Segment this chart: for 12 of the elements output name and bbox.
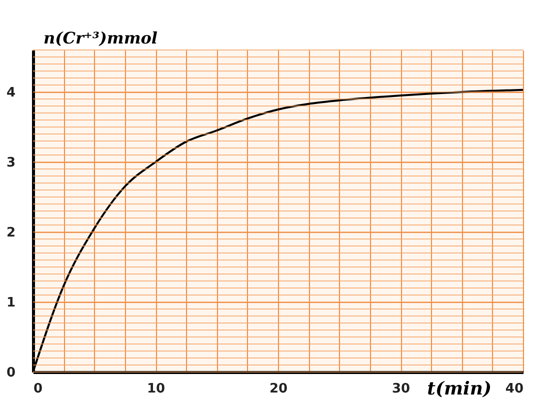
y-axis-title: n(Cr⁺³)mmol — [44, 28, 158, 48]
y-tick-label: 4 — [6, 86, 16, 100]
y-tick-label: 1 — [6, 296, 16, 310]
x-tick-label: 0 — [34, 382, 43, 396]
y-tick-label: 0 — [6, 366, 16, 380]
y-tick-label: 2 — [6, 226, 16, 240]
x-tick-label: 10 — [146, 382, 166, 396]
x-tick-label: 30 — [392, 382, 410, 396]
y-tick-label: 3 — [6, 156, 16, 170]
x-tick-label: 20 — [269, 382, 288, 396]
x-tick-label: 40 — [505, 382, 524, 396]
x-axis-title: t(min) — [427, 378, 492, 400]
